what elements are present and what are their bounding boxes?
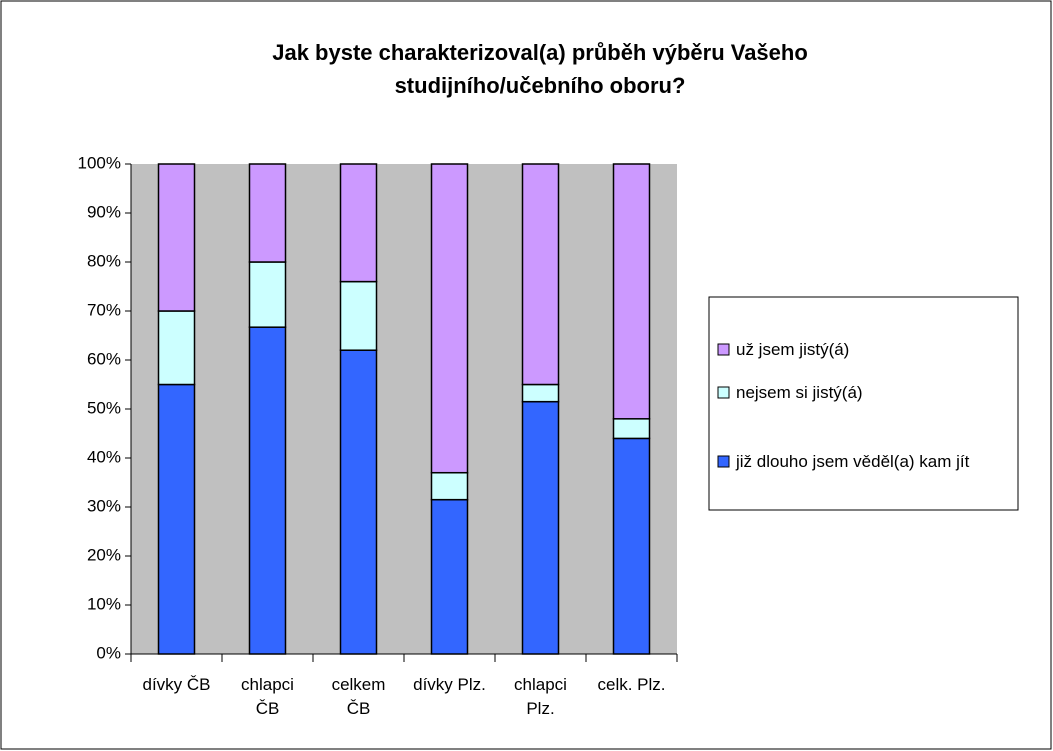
bar-segment <box>157 383 196 655</box>
y-tick-label: 50% <box>87 398 121 417</box>
legend-label: už jsem jistý(á) <box>736 340 850 359</box>
y-tick-label: 40% <box>87 447 121 466</box>
y-tick-label: 90% <box>87 202 121 221</box>
plot-area <box>131 164 677 654</box>
legend-swatch <box>717 455 730 468</box>
bar-segment <box>157 163 196 312</box>
bar-segment <box>612 418 651 440</box>
bar-segment <box>430 471 469 501</box>
bar-segment <box>157 310 196 386</box>
y-tick-label: 100% <box>78 153 121 172</box>
chart-title: Jak byste charakterizoval(a) průběh výbě… <box>272 40 808 98</box>
bar-segment <box>248 326 287 655</box>
bar-segment <box>612 163 651 420</box>
bar-segment <box>339 280 378 351</box>
bar-segment <box>248 261 287 328</box>
x-tick-label: celk. Plz. <box>597 675 666 694</box>
y-tick-label: 30% <box>87 496 121 515</box>
bar-segment <box>612 437 651 655</box>
y-tick-label: 60% <box>87 349 121 368</box>
legend-box <box>708 296 1019 511</box>
x-tick-label: celkem ČB <box>331 675 386 718</box>
x-tick-label: chlapci ČB <box>241 675 294 718</box>
bar-segment <box>248 163 287 263</box>
y-tick-label: 20% <box>87 545 121 564</box>
bar-segment <box>339 163 378 283</box>
bar-segment <box>521 163 560 386</box>
bar-segment <box>430 163 469 474</box>
legend-label: již dlouho jsem věděl(a) kam jít <box>736 452 970 471</box>
legend-swatch <box>717 343 730 356</box>
bar-segment <box>430 498 469 655</box>
y-tick-label: 80% <box>87 251 121 270</box>
x-tick-label: chlapci Plz. <box>514 675 567 718</box>
x-tick-label: dívky ČB <box>142 675 211 694</box>
x-tick-label: dívky Plz. <box>413 675 486 694</box>
legend-swatch <box>717 386 730 399</box>
y-tick-label: 70% <box>87 300 121 319</box>
y-tick-label: 0% <box>96 643 121 662</box>
bar-segment <box>521 383 560 403</box>
bar-segment <box>339 349 378 655</box>
bar-segment <box>521 400 560 655</box>
y-tick-label: 10% <box>87 594 121 613</box>
legend-label: nejsem si jistý(á) <box>736 383 863 402</box>
